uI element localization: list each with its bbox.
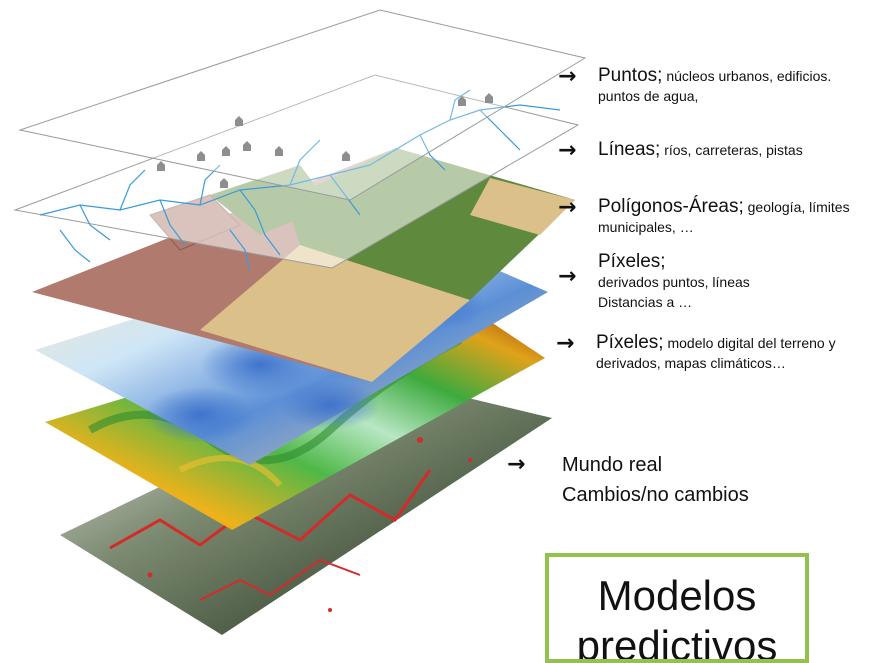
label-text: Polígonos-Áreas; geología, límites munic…: [598, 197, 850, 237]
label-text: Líneas; ríos, carreteras, pistas: [598, 140, 803, 160]
gis-layer-stack: Gonzalo M.: [13, 9, 587, 635]
label-detail-line2: derivados puntos, líneas: [598, 274, 750, 290]
arrow-right-icon: →: [507, 452, 526, 477]
real-world-title: Mundo real: [562, 454, 663, 476]
label-detail-line2: municipales, …: [598, 219, 694, 235]
model-box-subtitle: predictivos: [576, 622, 778, 663]
label-text: Píxeles; derivados puntos, líneas Distan…: [598, 252, 750, 312]
label-detail: modelo digital del terreno y: [663, 335, 836, 351]
watermark: Gonzalo M.: [296, 581, 342, 610]
layer-rivers: [13, 74, 580, 271]
arrow-right-icon: →: [558, 264, 577, 289]
label-text: Puntos; núcleos urbanos, edificios. punt…: [598, 66, 831, 106]
label-detail: ríos, carreteras, pistas: [660, 142, 803, 158]
predictive-models-box: Modelos predictivos: [545, 553, 809, 663]
label-title: Píxeles;: [598, 251, 666, 272]
layer-points: [18, 9, 587, 201]
arrow-right-icon: →: [556, 331, 575, 356]
label-text: Mundo real Cambios/no cambios: [562, 450, 749, 510]
label-detail: geología, límites: [743, 199, 850, 215]
label-title: Puntos;: [598, 65, 663, 86]
label-detail: núcleos urbanos, edificios.: [662, 68, 832, 84]
arrow-right-icon: →: [558, 138, 577, 163]
label-title: Píxeles;: [596, 332, 664, 353]
label-title: Líneas;: [598, 139, 661, 160]
label-text: Píxeles; modelo digital del terreno y de…: [596, 333, 836, 373]
label-detail-line3: Distancias a …: [598, 294, 693, 310]
arrow-right-icon: →: [558, 64, 577, 89]
arrow-right-icon: →: [558, 195, 577, 220]
label-detail-line2: puntos de agua,: [598, 88, 699, 104]
model-box-title: Modelos: [597, 572, 757, 619]
label-detail-line2: derivados, mapas climáticos…: [596, 355, 786, 371]
label-title: Polígonos-Áreas;: [598, 196, 744, 217]
real-world-subtitle: Cambios/no cambios: [562, 484, 749, 506]
